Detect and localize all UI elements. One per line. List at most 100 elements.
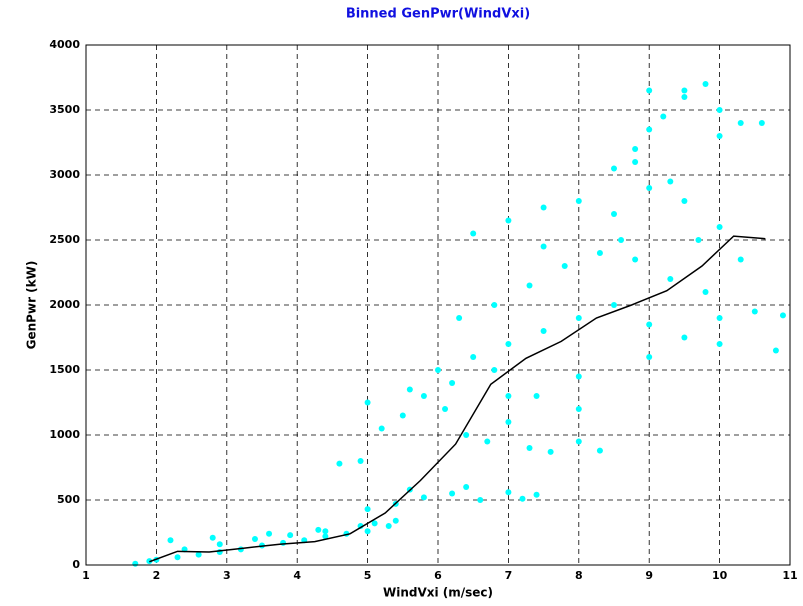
x-axis-label: WindVxi (m/sec) [383,586,493,600]
scatter-point [463,484,470,490]
y-tick-label: 4000 [49,38,80,51]
scatter-point [505,393,512,399]
scatter-point [336,460,343,467]
scatter-point [737,120,744,126]
scatter-point [575,198,582,204]
scatter-point [132,560,139,567]
scatter-point [505,341,512,347]
scatter-point [533,393,540,399]
scatter-point [442,406,449,412]
scatter-point [505,419,512,425]
x-tick-label: 8 [575,569,583,582]
x-tick-label: 7 [505,569,513,582]
scatter-point [751,308,758,315]
chart-title: Binned GenPwr(WindVxi) [346,7,530,22]
scatter-point [505,217,512,224]
plot-frame [85,44,791,566]
scatter-point [449,380,456,386]
scatter-point [491,302,498,308]
y-tick-label: 3500 [49,103,80,116]
scatter-point [575,315,582,321]
scatter-point [287,532,294,539]
scatter-point [716,315,723,321]
scatter-point [695,237,702,243]
scatter-point [681,87,688,94]
scatter-point [505,489,512,496]
scatter-point [385,523,392,529]
scatter-point [449,490,456,497]
scatter-point [575,373,582,380]
scatter-point [646,354,653,360]
scatter-point [526,445,533,451]
scatter-point [716,341,723,347]
scatter-point [646,185,653,191]
scatter-point [371,520,378,527]
scatter-point [519,495,526,502]
scatter-point [315,526,322,533]
scatter-point [364,506,371,513]
scatter-point [322,528,329,535]
scatter-point [470,230,477,237]
scatter-point [547,448,554,455]
y-tick-label: 1000 [49,428,80,441]
scatter-point [667,178,674,185]
scatter-point [561,263,568,269]
y-tick-label: 2000 [49,298,80,311]
scatter-point [646,126,653,133]
scatter-point [399,412,406,419]
scatter-point [681,334,688,341]
binned-line [149,235,766,563]
scatter-point [737,256,744,263]
scatter-point [646,321,653,328]
scatter-point [702,81,709,87]
scatter-point [681,198,688,204]
scatter-point [632,159,639,165]
scatter-point [779,312,786,319]
scatter-point [470,354,477,360]
scatter-point [357,458,364,464]
scatter-point [772,347,779,354]
scatter-point [632,146,639,152]
scatter-point [463,432,470,438]
scatter-point [611,165,617,172]
x-tick-label: 3 [223,569,231,582]
scatter-point [596,447,603,454]
scatter-point [456,315,463,321]
scatter-point [611,302,617,308]
scatter-point [646,87,653,94]
scatter-point [491,367,498,373]
x-tick-label: 9 [645,569,653,582]
scatter-point [209,534,216,541]
scatter-point [322,533,329,540]
scatter-point [266,530,273,537]
scatter-point [280,539,287,546]
scatter-point [533,491,540,498]
scatter-point [406,386,413,393]
scatter-point [540,328,547,334]
scatter-point [392,517,399,524]
scatter-point [420,393,427,399]
y-axis-label: GenPwr (kW) [25,261,39,350]
x-tick-label: 10 [712,569,728,582]
scatter-point [364,528,371,535]
scatter-point [632,256,639,263]
scatter-point [167,537,174,544]
scatter-point [526,282,533,289]
scatter-point [716,107,723,113]
y-tick-label: 500 [57,493,80,506]
y-tick-label: 1500 [49,363,80,376]
scatter-point [195,551,202,558]
scatter-point [435,367,441,373]
scatter-point [702,289,709,295]
scatter-point [216,541,223,548]
scatter-point [364,399,371,406]
x-tick-label: 4 [293,569,301,582]
y-tick-label: 3000 [49,168,80,181]
scatter-point [540,243,547,250]
x-tick-label: 11 [782,569,797,582]
scatter-point [667,276,674,282]
scatter-point [575,438,582,445]
scatter-point [420,494,427,501]
